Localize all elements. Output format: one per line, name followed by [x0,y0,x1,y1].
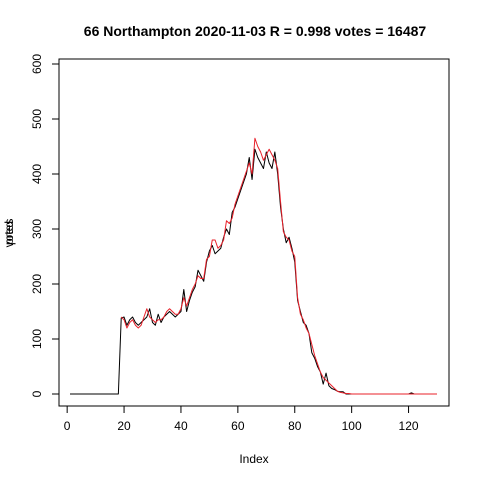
y-tick-label: 0 [30,390,44,397]
y-axis-label-overlay: pred [2,221,16,245]
x-tick-label: 100 [342,419,362,433]
x-tick-label: 80 [288,419,302,433]
x-tick-label: 0 [64,419,71,433]
y-tick-label: 300 [30,219,44,239]
x-axis-label: Index [239,452,268,466]
y-tick-label: 500 [30,109,44,129]
x-tick-label: 120 [399,419,419,433]
y-tick-label: 400 [30,164,44,184]
chart-title: 66 Northampton 2020-11-03 R = 0.998 vote… [84,23,427,39]
y-axis: 0 100 200 300 400 500 600 [30,54,60,397]
x-axis: 0 20 40 60 80 100 120 [64,405,419,433]
series-layer [70,137,437,395]
x-tick-label: 60 [231,419,245,433]
y-axis-label: votes [2,219,16,248]
y-tick-label: 600 [30,54,44,74]
series-line-pred [120,137,437,395]
x-tick-label: 40 [174,419,188,433]
x-tick-label: 20 [117,419,131,433]
y-tick-label: 100 [30,329,44,349]
y-tick-label: 200 [30,274,44,294]
